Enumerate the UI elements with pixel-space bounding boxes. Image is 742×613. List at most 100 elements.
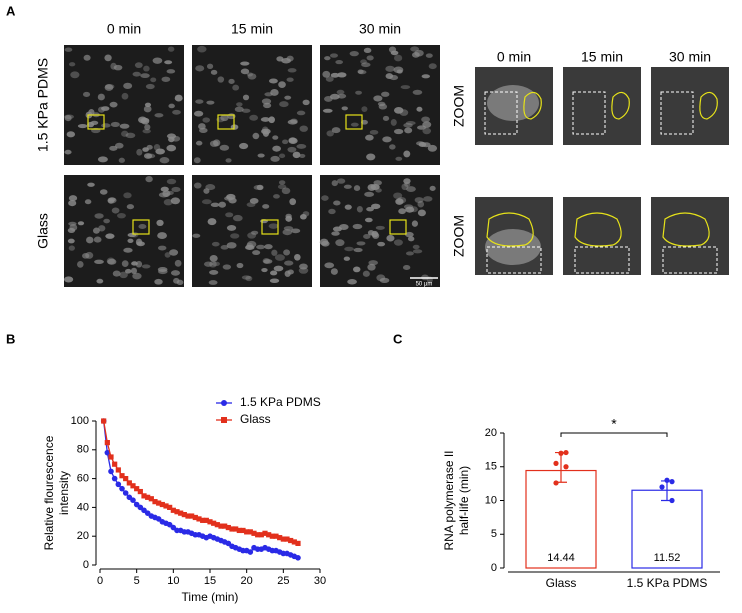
nucleus (389, 144, 396, 150)
nucleus (212, 139, 221, 147)
nucleus (273, 194, 280, 199)
zoom-image (651, 67, 729, 145)
nucleus (428, 63, 437, 70)
nucleus (232, 84, 240, 91)
y-tick-label: 100 (71, 415, 89, 427)
nucleus (107, 258, 117, 265)
point (273, 533, 279, 539)
nucleus (350, 122, 359, 127)
nucleus (193, 157, 201, 164)
nucleus (268, 116, 275, 124)
point (137, 488, 143, 495)
nucleus (341, 106, 348, 111)
point (269, 533, 275, 539)
nucleus (403, 122, 413, 128)
nucleus (206, 63, 214, 70)
nucleus (199, 127, 208, 134)
nucleus (241, 275, 252, 280)
nucleus (92, 227, 100, 234)
point (196, 516, 202, 522)
nucleus (287, 269, 294, 275)
point (214, 522, 220, 528)
point (563, 449, 569, 456)
nucleus (321, 240, 330, 247)
nucleus (263, 259, 273, 264)
nucleus (336, 178, 346, 184)
zoom-label: ZOOM (451, 85, 467, 127)
nucleus (364, 217, 373, 223)
nucleus (94, 259, 104, 264)
nucleus (412, 249, 423, 254)
nucleus (249, 114, 259, 121)
nucleus (331, 180, 338, 187)
nucleus (193, 110, 204, 117)
point (222, 523, 228, 529)
nucleus (329, 93, 340, 100)
nucleus (159, 157, 170, 164)
nucleus-outline (486, 212, 534, 247)
bleach-box (486, 246, 542, 274)
point (669, 479, 675, 485)
point (553, 460, 559, 466)
nucleus (412, 89, 423, 95)
nucleus (157, 245, 167, 251)
nucleus (397, 196, 407, 204)
bleach-box (660, 91, 694, 135)
nucleus (208, 280, 218, 285)
nucleus (343, 256, 351, 261)
nucleus (86, 236, 94, 244)
nucleus (353, 266, 361, 273)
nucleus (83, 54, 91, 61)
nucleus (375, 188, 382, 193)
nucleus (273, 265, 284, 272)
nucleus (138, 116, 147, 124)
nucleus (236, 262, 244, 269)
nucleus (222, 264, 232, 270)
point (148, 496, 154, 502)
nucleus (278, 81, 286, 89)
nucleus (64, 47, 73, 52)
point (218, 523, 224, 529)
nucleus (402, 264, 411, 271)
point (659, 484, 665, 490)
nucleus (154, 113, 164, 118)
point (669, 497, 675, 504)
nucleus (300, 214, 307, 220)
nucleus (170, 197, 181, 205)
nucleus (77, 261, 84, 268)
nucleus (365, 134, 374, 141)
bleach-box (484, 91, 518, 135)
nucleus (321, 195, 329, 201)
nucleus (220, 114, 229, 122)
nucleus (206, 100, 215, 105)
nucleus (269, 78, 278, 84)
nucleus (322, 108, 333, 113)
nucleus (272, 145, 281, 152)
nucleus (328, 208, 336, 215)
nucleus (135, 238, 143, 246)
y-tick-label: 0 (83, 559, 89, 571)
nucleus (284, 95, 292, 100)
point (156, 500, 162, 506)
nucleus (97, 156, 108, 163)
point (115, 481, 122, 488)
y-tick-label: 40 (77, 501, 89, 513)
nucleus (125, 132, 136, 139)
nucleus (425, 53, 433, 58)
nucleus (230, 233, 240, 239)
x-tick-label: 5 (134, 575, 140, 587)
nucleus (166, 190, 174, 195)
nucleus (347, 279, 357, 285)
nucleus (64, 114, 72, 122)
nucleus (336, 89, 345, 95)
point (233, 526, 239, 532)
point (112, 461, 118, 467)
nucleus (429, 185, 436, 191)
nucleus (201, 199, 212, 205)
nucleus (157, 232, 167, 240)
nucleus (123, 192, 132, 199)
nucleus (289, 198, 297, 206)
nucleus (421, 116, 431, 123)
bleach-box (574, 246, 630, 274)
point (115, 467, 121, 473)
